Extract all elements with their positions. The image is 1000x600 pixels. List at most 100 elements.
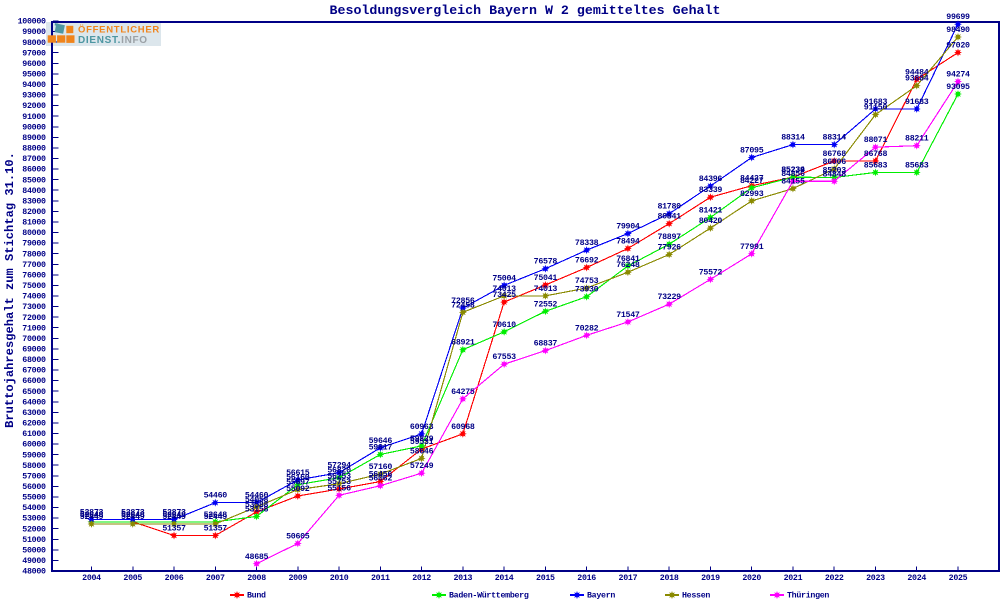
svg-text:85239: 85239 [781, 166, 805, 175]
svg-text:59017: 59017 [369, 443, 393, 452]
svg-text:58646: 58646 [410, 447, 434, 456]
svg-text:78000: 78000 [22, 250, 46, 259]
svg-text:76248: 76248 [616, 261, 640, 270]
svg-text:72458: 72458 [451, 301, 475, 310]
svg-text:91150: 91150 [864, 104, 888, 113]
svg-text:59646: 59646 [369, 437, 393, 446]
svg-text:84856: 84856 [781, 170, 805, 179]
svg-text:2020: 2020 [742, 574, 761, 583]
svg-text:48685: 48685 [245, 553, 269, 562]
svg-text:79000: 79000 [22, 240, 46, 249]
svg-text:90000: 90000 [22, 123, 46, 132]
svg-text:72856: 72856 [451, 297, 475, 306]
svg-text:54460: 54460 [204, 492, 228, 501]
svg-text:2019: 2019 [701, 574, 720, 583]
svg-text:73229: 73229 [657, 293, 681, 302]
svg-text:85000: 85000 [22, 176, 46, 185]
svg-text:85683: 85683 [905, 161, 929, 170]
svg-text:2004: 2004 [82, 574, 101, 583]
svg-text:53588: 53588 [245, 501, 269, 510]
svg-text:77926: 77926 [657, 243, 681, 252]
svg-text:55753: 55753 [327, 478, 351, 487]
svg-text:2008: 2008 [247, 574, 266, 583]
svg-text:2016: 2016 [577, 574, 596, 583]
svg-text:80841: 80841 [657, 213, 681, 222]
svg-text:84000: 84000 [22, 187, 46, 196]
svg-text:54000: 54000 [22, 504, 46, 513]
svg-text:58000: 58000 [22, 462, 46, 471]
svg-text:56253: 56253 [327, 473, 351, 482]
svg-text:52449: 52449 [204, 513, 228, 522]
svg-text:52873: 52873 [80, 508, 104, 517]
svg-text:52648: 52648 [80, 511, 104, 520]
svg-text:81421: 81421 [699, 207, 723, 216]
svg-text:64275: 64275 [451, 388, 475, 397]
svg-text:Thüringen: Thüringen [787, 590, 829, 600]
svg-text:92000: 92000 [22, 102, 46, 111]
svg-text:53000: 53000 [22, 515, 46, 524]
svg-text:51357: 51357 [204, 524, 228, 533]
svg-text:91000: 91000 [22, 113, 46, 122]
svg-text:Bruttojahresgehalt zum Stichta: Bruttojahresgehalt zum Stichtag 31.10. [3, 152, 17, 428]
svg-text:78897: 78897 [657, 233, 681, 242]
svg-text:60000: 60000 [22, 441, 46, 450]
svg-text:2021: 2021 [784, 574, 803, 583]
svg-text:Besoldungsvergleich Bayern W 2: Besoldungsvergleich Bayern W 2 gemittelt… [330, 3, 721, 18]
svg-text:95000: 95000 [22, 70, 46, 79]
svg-text:82993: 82993 [740, 190, 764, 199]
svg-text:97000: 97000 [22, 49, 46, 58]
svg-text:2022: 2022 [825, 574, 844, 583]
svg-text:70610: 70610 [492, 321, 516, 330]
svg-text:70282: 70282 [575, 324, 599, 333]
svg-text:55697: 55697 [286, 479, 310, 488]
svg-text:75000: 75000 [22, 282, 46, 291]
svg-text:73930: 73930 [575, 286, 599, 295]
svg-text:82000: 82000 [22, 208, 46, 217]
svg-text:2024: 2024 [907, 574, 926, 583]
svg-text:80420: 80420 [699, 217, 723, 226]
svg-text:94274: 94274 [946, 71, 970, 80]
svg-text:2009: 2009 [288, 574, 307, 583]
svg-text:94000: 94000 [22, 81, 46, 90]
svg-text:56615: 56615 [286, 469, 310, 478]
svg-text:87095: 87095 [740, 147, 764, 156]
svg-text:79904: 79904 [616, 223, 640, 232]
svg-text:2006: 2006 [165, 574, 184, 583]
svg-text:50605: 50605 [286, 532, 310, 541]
svg-text:53158: 53158 [245, 505, 269, 514]
svg-text:52449: 52449 [162, 513, 186, 522]
svg-text:74013: 74013 [492, 285, 516, 294]
svg-text:57160: 57160 [369, 463, 393, 472]
svg-text:2012: 2012 [412, 574, 431, 583]
svg-text:72552: 72552 [534, 300, 558, 309]
svg-text:57294: 57294 [327, 462, 351, 471]
svg-text:80000: 80000 [22, 229, 46, 238]
svg-text:2013: 2013 [454, 574, 473, 583]
svg-text:88314: 88314 [823, 134, 847, 143]
svg-text:52873: 52873 [162, 508, 186, 517]
svg-text:Baden-Württemberg: Baden-Württemberg [449, 590, 529, 600]
svg-text:56456: 56456 [369, 471, 393, 480]
svg-text:93095: 93095 [946, 83, 970, 92]
svg-text:91683: 91683 [905, 98, 929, 107]
svg-text:61000: 61000 [22, 430, 46, 439]
svg-text:76578: 76578 [534, 258, 558, 267]
svg-text:85234: 85234 [781, 166, 805, 175]
svg-text:65000: 65000 [22, 388, 46, 397]
svg-text:98000: 98000 [22, 39, 46, 48]
svg-text:73425: 73425 [492, 291, 516, 300]
svg-text:57000: 57000 [22, 472, 46, 481]
svg-text:99000: 99000 [22, 28, 46, 37]
svg-text:52648: 52648 [162, 511, 186, 520]
svg-text:96000: 96000 [22, 60, 46, 69]
svg-text:69000: 69000 [22, 345, 46, 354]
svg-text:85683: 85683 [864, 161, 888, 170]
svg-text:86768: 86768 [864, 150, 888, 159]
svg-text:2015: 2015 [536, 574, 555, 583]
svg-text:54058: 54058 [245, 496, 269, 505]
svg-text:68837: 68837 [534, 340, 558, 349]
svg-text:84396: 84396 [699, 175, 723, 184]
svg-text:2011: 2011 [371, 574, 390, 583]
svg-text:88071: 88071 [864, 136, 888, 145]
svg-text:54460: 54460 [245, 492, 269, 501]
